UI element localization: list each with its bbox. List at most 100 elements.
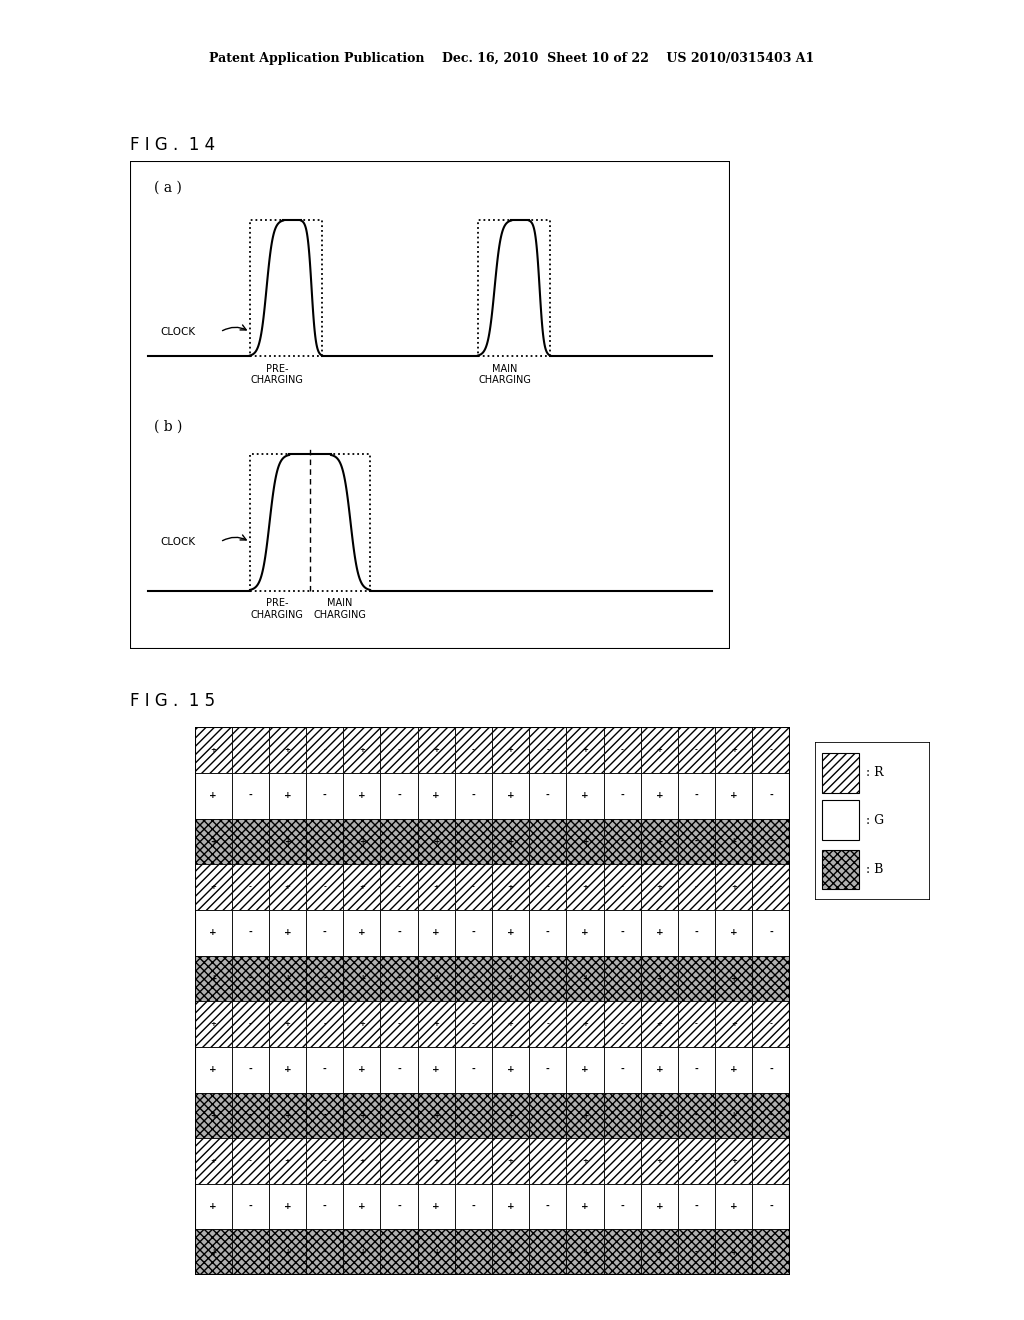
Text: -: - [249,884,252,890]
Bar [381,1093,418,1138]
Bar [195,727,231,774]
Text: -: - [249,1203,252,1212]
Text: +: + [507,1065,514,1074]
Bar [381,727,418,774]
Text: F I G .  1 5: F I G . 1 5 [130,692,215,710]
Text: +: + [359,747,365,754]
Bar [306,865,343,909]
Bar [231,1047,269,1093]
Bar [418,865,455,909]
Text: +: + [210,1022,216,1027]
Text: -: - [249,974,252,983]
Text: +: + [656,1111,663,1119]
Text: +: + [285,974,291,983]
Text: +: + [433,1247,439,1257]
Bar [418,774,455,818]
Text: +: + [582,747,588,754]
Text: +: + [508,747,514,754]
Text: CLOCK: CLOCK [160,327,196,337]
Text: F I G .  1 4: F I G . 1 4 [130,136,215,154]
Text: -: - [472,1065,475,1074]
Text: -: - [397,884,400,890]
Text: +: + [731,884,736,890]
Text: +: + [730,791,737,800]
Text: +: + [730,1111,737,1119]
Text: +: + [285,1111,291,1119]
Text: -: - [324,1247,327,1257]
Bar [641,865,678,909]
Text: -: - [695,1022,698,1027]
Text: +: + [508,974,514,983]
Bar [306,1047,343,1093]
Text: -: - [695,884,698,890]
Text: +: + [285,1247,291,1257]
Text: +: + [731,1158,736,1164]
Bar [343,774,381,818]
Text: +: + [507,928,514,937]
Bar [566,774,603,818]
Text: +: + [656,1158,663,1164]
Text: +: + [656,1247,663,1257]
Text: +: + [508,1247,514,1257]
Text: +: + [210,1158,216,1164]
Text: +: + [655,791,664,800]
Bar [566,727,603,774]
Bar [822,752,859,792]
Bar [715,1184,753,1229]
Text: -: - [546,1203,550,1212]
Text: +: + [358,1247,365,1257]
Bar [603,1184,641,1229]
Bar [753,909,790,956]
Text: : B: : B [865,863,883,876]
Bar [753,1229,790,1275]
Text: -: - [621,747,624,754]
Text: +: + [508,884,514,890]
Text: +: + [284,928,292,937]
Bar [418,1093,455,1138]
Bar [603,727,641,774]
Bar [603,956,641,1001]
Text: -: - [546,837,549,846]
Text: +: + [582,1203,589,1212]
Bar [603,1229,641,1275]
Text: -: - [621,837,624,846]
Text: CLOCK: CLOCK [160,537,196,546]
Text: -: - [621,791,624,800]
Text: -: - [472,1158,475,1164]
Bar [343,956,381,1001]
Bar [418,1184,455,1229]
Text: +: + [358,928,366,937]
Text: Patent Application Publication    Dec. 16, 2010  Sheet 10 of 22    US 2010/03154: Patent Application Publication Dec. 16, … [209,51,815,65]
Bar [418,1047,455,1093]
Text: +: + [433,884,439,890]
Text: +: + [508,1158,514,1164]
Bar [455,1138,493,1184]
Text: +: + [656,974,663,983]
Text: -: - [249,1065,252,1074]
Bar [715,1001,753,1047]
Text: -: - [695,837,698,846]
Bar [195,1047,231,1093]
Bar [231,774,269,818]
Text: -: - [769,791,773,800]
Bar [418,727,455,774]
Bar [492,865,529,909]
Bar [715,818,753,865]
Bar [678,727,715,774]
Bar [715,1229,753,1275]
Bar [529,1093,566,1138]
Bar [306,1138,343,1184]
Text: +: + [730,1247,737,1257]
Text: -: - [397,1247,400,1257]
Text: -: - [621,1158,624,1164]
Text: -: - [472,791,475,800]
Bar [529,774,566,818]
Text: +: + [582,1111,588,1119]
Text: +: + [358,1203,366,1212]
Bar [529,909,566,956]
Text: +: + [284,791,292,800]
Text: +: + [656,837,663,846]
Bar [492,818,529,865]
Text: -: - [695,747,698,754]
Text: -: - [621,1022,624,1027]
